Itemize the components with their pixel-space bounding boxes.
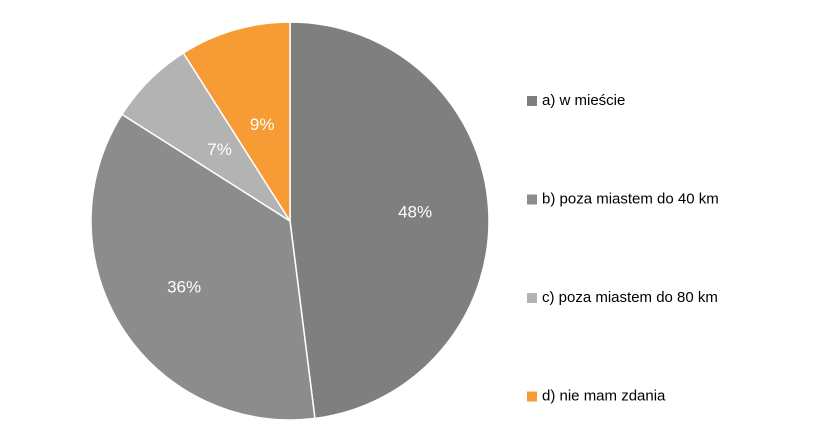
pie-data-labels: 48% 36% 7% 9% <box>167 115 432 297</box>
pie-slice-d <box>182 21 291 224</box>
pie-slice-a <box>289 21 490 420</box>
data-label-a: 48% <box>398 203 432 222</box>
pie-slices <box>90 21 490 421</box>
legend-label-b: b) poza miastem do 40 km <box>542 190 719 207</box>
data-label-b: 36% <box>167 278 201 297</box>
legend-swatch-b <box>527 194 537 205</box>
legend-swatch-d <box>527 391 537 402</box>
legend-swatch-c <box>527 293 537 303</box>
data-label-c: 7% <box>207 140 232 159</box>
legend-label-d: d) nie mam zdania <box>542 387 666 404</box>
legend-label-a: a) w mieście <box>542 92 625 109</box>
data-label-d: 9% <box>250 115 275 134</box>
pie-slice-b <box>90 113 316 421</box>
legend-swatch-a <box>527 96 537 106</box>
legend: a) w mieście b) poza miastem do 40 km c) p… <box>527 92 719 404</box>
legend-label-c: c) poza miastem do 80 km <box>542 289 718 306</box>
